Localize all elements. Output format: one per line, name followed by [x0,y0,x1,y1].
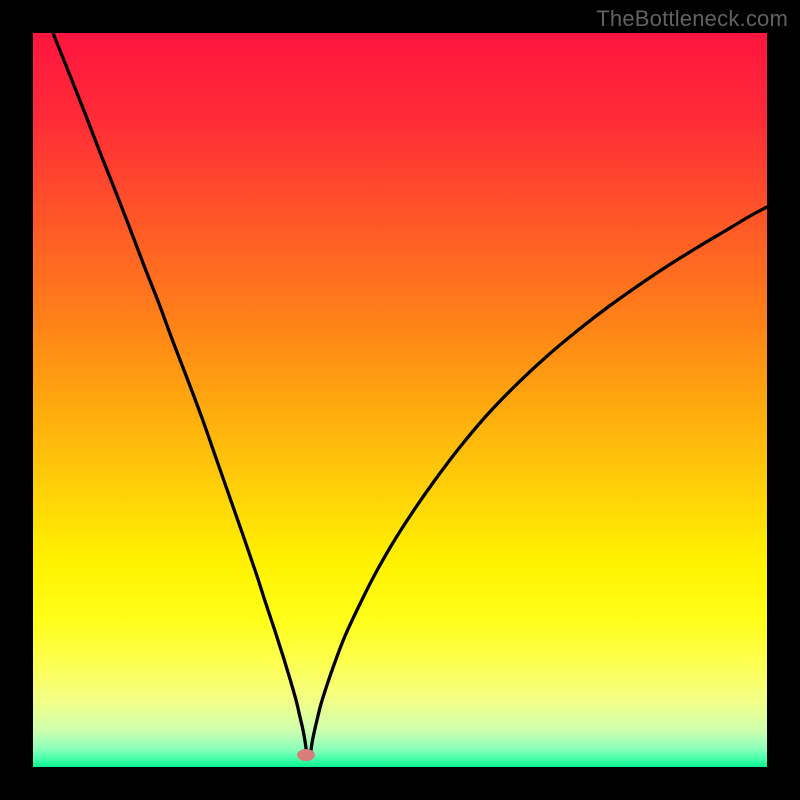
chart-container: TheBottleneck.com [0,0,800,800]
plot-area [33,33,767,767]
bottleneck-curve [33,33,767,767]
optimum-marker [297,749,315,761]
watermark-text: TheBottleneck.com [596,6,788,32]
